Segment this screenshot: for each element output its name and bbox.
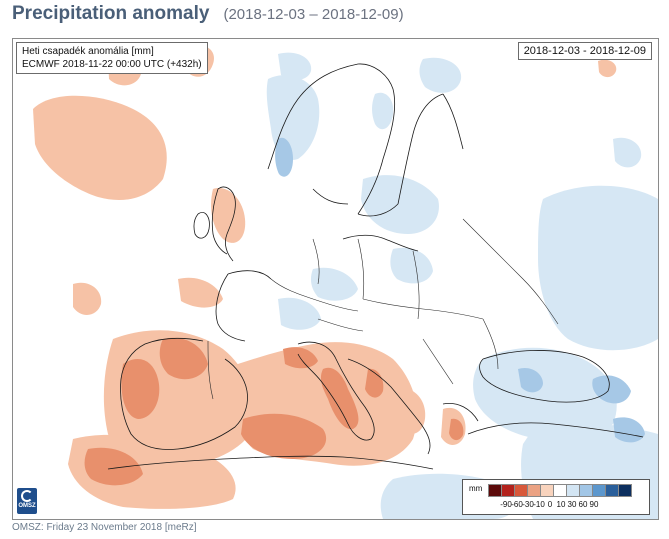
legend-tick-label: 90 <box>589 500 599 509</box>
balkans-coast <box>347 358 479 455</box>
legend-tick-label: 10 <box>556 500 566 509</box>
north-africa-coast <box>107 455 434 470</box>
italy-coast <box>297 341 375 441</box>
legend-swatches <box>488 484 632 497</box>
atlantic-dry-area <box>33 95 167 200</box>
national-borders <box>207 218 559 400</box>
russia-wet-area <box>538 185 658 351</box>
legend-unit: mm <box>469 484 483 493</box>
info-model-run-label: ECMWF 2018-11-22 00:00 UTC (+432h) <box>22 59 202 70</box>
arctic-dry-area <box>598 59 617 78</box>
alpine-wet-area <box>278 297 321 330</box>
info-variable-label: Heti csapadék anomália [mm] <box>22 46 154 57</box>
logo-swirl-icon <box>21 490 33 502</box>
british-isles-coast <box>193 186 236 262</box>
spain-dry-core <box>159 337 208 380</box>
caucasus-wet-core <box>592 375 631 404</box>
sweden-wet-area <box>372 92 394 130</box>
bay-dry-area <box>73 282 102 315</box>
legend-swatch <box>540 484 554 497</box>
legend-swatch <box>618 484 632 497</box>
poland-wet-area <box>390 247 433 284</box>
italy-dry-core <box>320 367 359 430</box>
page-footer: OMSZ: Friday 23 November 2018 [meRz] <box>12 522 197 533</box>
biscay-dry-area <box>178 277 223 308</box>
norway-coast-wet-area <box>278 52 312 80</box>
black-sea-wet-area <box>473 347 617 441</box>
page-subtitle: (2018-12-03 – 2018-12-09) <box>223 6 404 23</box>
legend-ticks: -90 -60 -30 -10 0 10 30 60 90 <box>489 500 649 510</box>
iberia-coast <box>120 337 248 450</box>
norway-wet-core <box>275 137 293 177</box>
france-coast <box>215 270 272 342</box>
aegean-dry-core <box>449 418 464 441</box>
legend-swatch <box>592 484 606 497</box>
baltic-coast <box>342 234 419 252</box>
legend-swatch <box>501 484 515 497</box>
east-turkey-wet-core <box>613 417 645 443</box>
finland-coast <box>397 93 464 205</box>
legend-tick-label: -10 <box>533 500 545 509</box>
scandinavia-coast <box>267 63 399 217</box>
map-info-box: Heti csapadék anomália [mm] ECMWF 2018-1… <box>16 42 208 74</box>
portugal-dry-core <box>121 359 160 419</box>
legend-swatch <box>514 484 528 497</box>
legend-swatch <box>566 484 580 497</box>
page-header: Precipitation anomaly (2018-12-03 – 2018… <box>12 3 404 29</box>
legend-swatch <box>488 484 502 497</box>
baltic-wet-area <box>361 175 439 234</box>
dry-anomaly-medium <box>84 337 464 486</box>
map-frame: Heti csapadék anomália [mm] ECMWF 2018-1… <box>12 38 659 520</box>
legend-tick-label: -30 <box>522 500 534 509</box>
legend-tick-label: -90 <box>500 500 512 509</box>
wet-anomaly-medium <box>275 137 645 443</box>
legend-tick-label: 0 <box>547 500 553 509</box>
iceland-wet-area <box>613 137 642 168</box>
legend-swatch <box>579 484 593 497</box>
black-sea-wet-core <box>518 367 543 393</box>
logo-text: OMSZ <box>18 503 36 509</box>
turkey-coast <box>467 422 644 438</box>
omsz-logo-icon: OMSZ <box>17 488 37 514</box>
precipitation-map <box>33 44 658 519</box>
legend-tick-label: 30 <box>567 500 577 509</box>
coastlines <box>107 63 644 470</box>
legend-swatch <box>605 484 619 497</box>
map-date-range: 2018-12-03 - 2018-12-09 <box>517 42 652 60</box>
legend-tick-label: -60 <box>511 500 523 509</box>
map-legend: mm -90 -60 -30 -10 0 10 30 60 90 <box>462 479 650 515</box>
british-isles-dry-area <box>211 188 246 243</box>
legend-swatch <box>553 484 567 497</box>
central-europe-wet-area <box>310 267 358 301</box>
algeria-dry-core <box>241 413 327 459</box>
legend-swatch <box>527 484 541 497</box>
page-title: Precipitation anomaly <box>12 3 210 24</box>
barents-wet-area <box>419 57 462 93</box>
black-sea-coast <box>479 350 610 403</box>
legend-tick-label: 60 <box>578 500 588 509</box>
scandinavia-wet-area <box>266 75 320 160</box>
morocco-dry-core <box>84 447 143 486</box>
